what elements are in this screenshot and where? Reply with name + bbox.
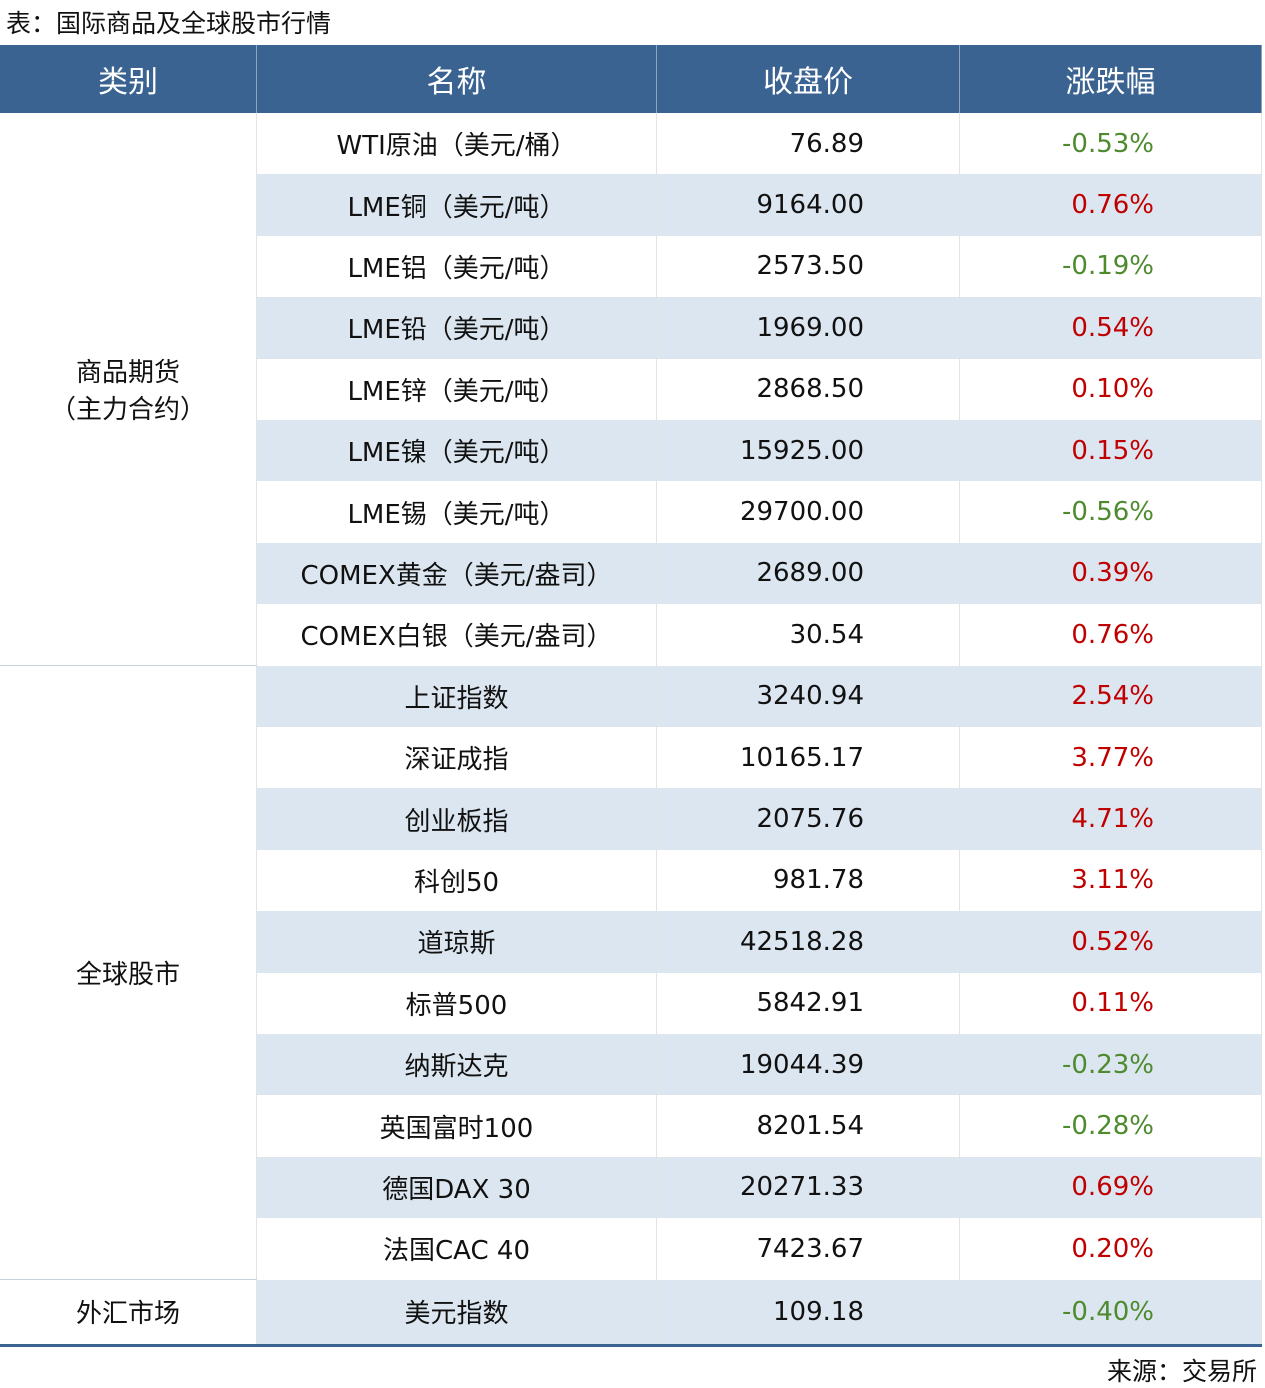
change-cell: 3.77% — [960, 727, 1262, 789]
close-cell: 109.18 — [657, 1279, 960, 1344]
name-cell: 纳斯达克 — [257, 1034, 657, 1096]
name-cell: LME铜（美元/吨） — [257, 174, 657, 236]
change-cell: 0.20% — [960, 1218, 1262, 1280]
change-cell: 0.52% — [960, 911, 1262, 973]
change-cell: 0.54% — [960, 297, 1262, 359]
change-cell: -0.19% — [960, 235, 1262, 298]
close-cell: 2075.76 — [657, 788, 960, 850]
change-cell: 0.15% — [960, 420, 1262, 482]
change-cell: 0.76% — [960, 174, 1262, 236]
category-cell: 全球股市 — [0, 665, 257, 1280]
close-cell: 20271.33 — [657, 1156, 960, 1219]
name-cell: LME镍（美元/吨） — [257, 420, 657, 482]
category-line: 商品期货 — [75, 358, 180, 389]
change-cell: -0.40% — [960, 1279, 1262, 1344]
close-cell: 15925.00 — [657, 420, 960, 482]
table-title: 表：国际商品及全球股市行情 — [6, 9, 332, 38]
name-cell: COMEX黄金（美元/盎司） — [257, 542, 657, 605]
close-cell: 981.78 — [657, 849, 960, 912]
change-cell: -0.28% — [960, 1095, 1262, 1157]
change-cell: 0.10% — [960, 358, 1262, 420]
close-cell: 9164.00 — [657, 174, 960, 236]
change-cell: -0.53% — [960, 113, 1262, 175]
name-cell: 科创50 — [257, 849, 657, 912]
close-cell: 3240.94 — [657, 665, 960, 727]
change-cell: 0.76% — [960, 604, 1262, 666]
header-cell: 类别 — [0, 45, 257, 113]
bottom-rule — [0, 1343, 1262, 1347]
name-cell: 创业板指 — [257, 788, 657, 850]
name-cell: LME铅（美元/吨） — [257, 297, 657, 359]
name-cell: 深证成指 — [257, 727, 657, 789]
name-cell: COMEX白银（美元/盎司） — [257, 604, 657, 666]
change-cell: 0.39% — [960, 542, 1262, 605]
change-cell: 4.71% — [960, 788, 1262, 850]
close-cell: 2868.50 — [657, 358, 960, 420]
close-cell: 10165.17 — [657, 727, 960, 789]
close-cell: 29700.00 — [657, 481, 960, 543]
header-cell: 收盘价 — [657, 45, 960, 113]
category-cell: 外汇市场 — [0, 1279, 257, 1344]
name-cell: 道琼斯 — [257, 911, 657, 973]
name-cell: 上证指数 — [257, 665, 657, 727]
close-cell: 5842.91 — [657, 972, 960, 1034]
header-cell: 涨跌幅 — [960, 45, 1262, 113]
header-cell: 名称 — [257, 45, 657, 113]
close-cell: 19044.39 — [657, 1034, 960, 1096]
close-cell: 76.89 — [657, 113, 960, 175]
name-cell: 法国CAC 40 — [257, 1218, 657, 1280]
change-cell: 0.69% — [960, 1156, 1262, 1219]
close-cell: 42518.28 — [657, 911, 960, 973]
name-cell: WTI原油（美元/桶） — [257, 113, 657, 175]
category-line: 全球股市 — [75, 960, 180, 991]
close-cell: 2689.00 — [657, 542, 960, 605]
name-cell: LME铝（美元/吨） — [257, 235, 657, 298]
category-line: （主力合约） — [49, 395, 206, 426]
close-cell: 7423.67 — [657, 1218, 960, 1280]
change-cell: 2.54% — [960, 665, 1262, 727]
name-cell: 美元指数 — [257, 1279, 657, 1344]
name-cell: 标普500 — [257, 972, 657, 1034]
close-cell: 1969.00 — [657, 297, 960, 359]
name-cell: 德国DAX 30 — [257, 1156, 657, 1219]
source-note: 来源：交易所 — [1106, 1357, 1257, 1386]
name-cell: LME锡（美元/吨） — [257, 481, 657, 543]
category-cell: 商品期货 （主力合约） — [0, 113, 257, 666]
change-cell: -0.23% — [960, 1034, 1262, 1096]
change-cell: -0.56% — [960, 481, 1262, 543]
name-cell: LME锌（美元/吨） — [257, 358, 657, 420]
name-cell: 英国富时100 — [257, 1095, 657, 1157]
change-cell: 0.11% — [960, 972, 1262, 1034]
close-cell: 8201.54 — [657, 1095, 960, 1157]
category-line: 外汇市场 — [75, 1299, 180, 1330]
close-cell: 2573.50 — [657, 235, 960, 298]
change-cell: 3.11% — [960, 849, 1262, 912]
close-cell: 30.54 — [657, 604, 960, 666]
